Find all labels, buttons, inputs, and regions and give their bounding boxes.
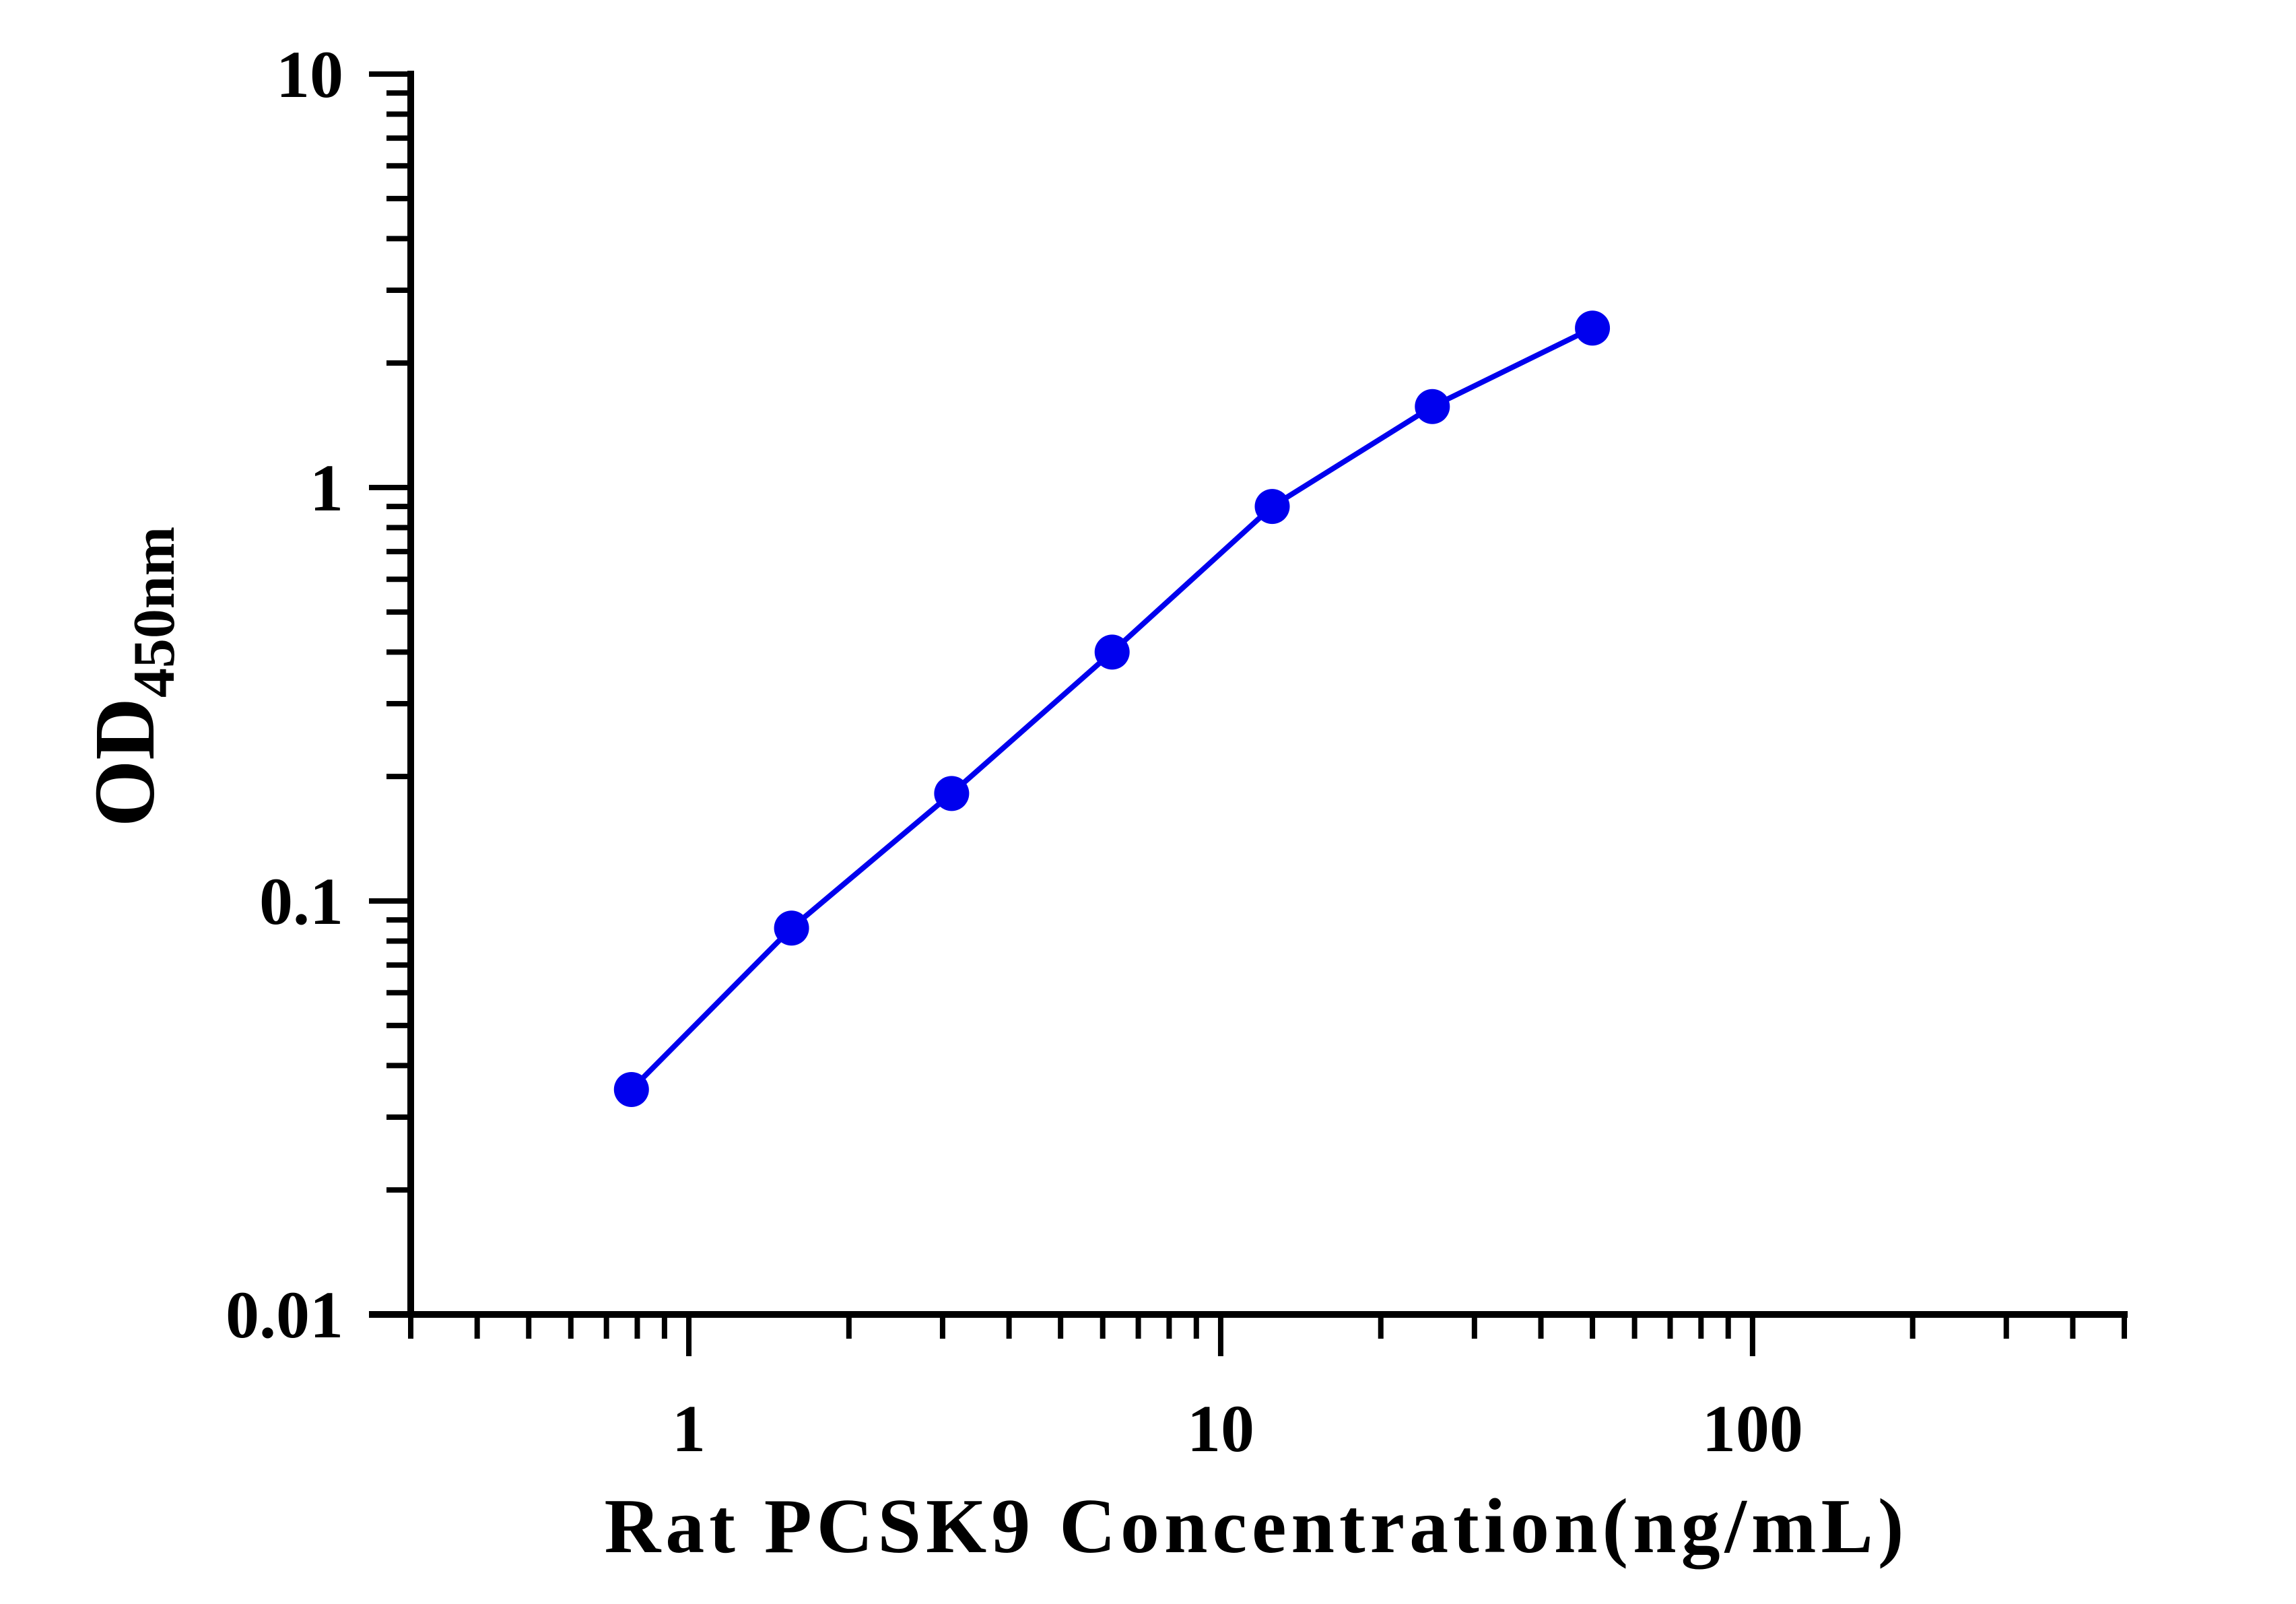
data-point: [1094, 634, 1130, 670]
y-tick-label: 0.01: [226, 1277, 343, 1352]
y-axis-title-subscript: 450nm: [122, 527, 187, 698]
y-axis-tick-labels: 0.01 0.1 1 10: [226, 37, 343, 1352]
x-axis-ticks: [408, 1314, 2127, 1356]
x-axis-title: Rat PCSK9 Concentration(ng/mL): [604, 1483, 1908, 1570]
axes: [369, 71, 2128, 1318]
data-point: [774, 910, 809, 946]
y-tick-label: 1: [310, 450, 343, 525]
y-axis-ticks: [369, 71, 411, 1317]
y-tick-label: 10: [276, 37, 343, 112]
data-point: [613, 1071, 649, 1107]
x-axis-tick-labels: 1 10 100: [672, 1391, 1803, 1466]
y-tick-label: 0.1: [259, 864, 343, 939]
x-tick-label: 100: [1702, 1391, 1803, 1466]
data-point: [1415, 389, 1450, 424]
series-line: [629, 325, 1594, 1092]
data-point: [1575, 310, 1611, 346]
x-tick-label: 1: [672, 1391, 706, 1466]
x-tick-label: 10: [1187, 1391, 1254, 1466]
data-point: [1254, 489, 1290, 525]
y-axis-title-main: OD: [77, 698, 172, 827]
data-point: [934, 776, 970, 811]
y-axis-title: OD450nm: [77, 527, 187, 827]
data-series: [613, 310, 1611, 1107]
